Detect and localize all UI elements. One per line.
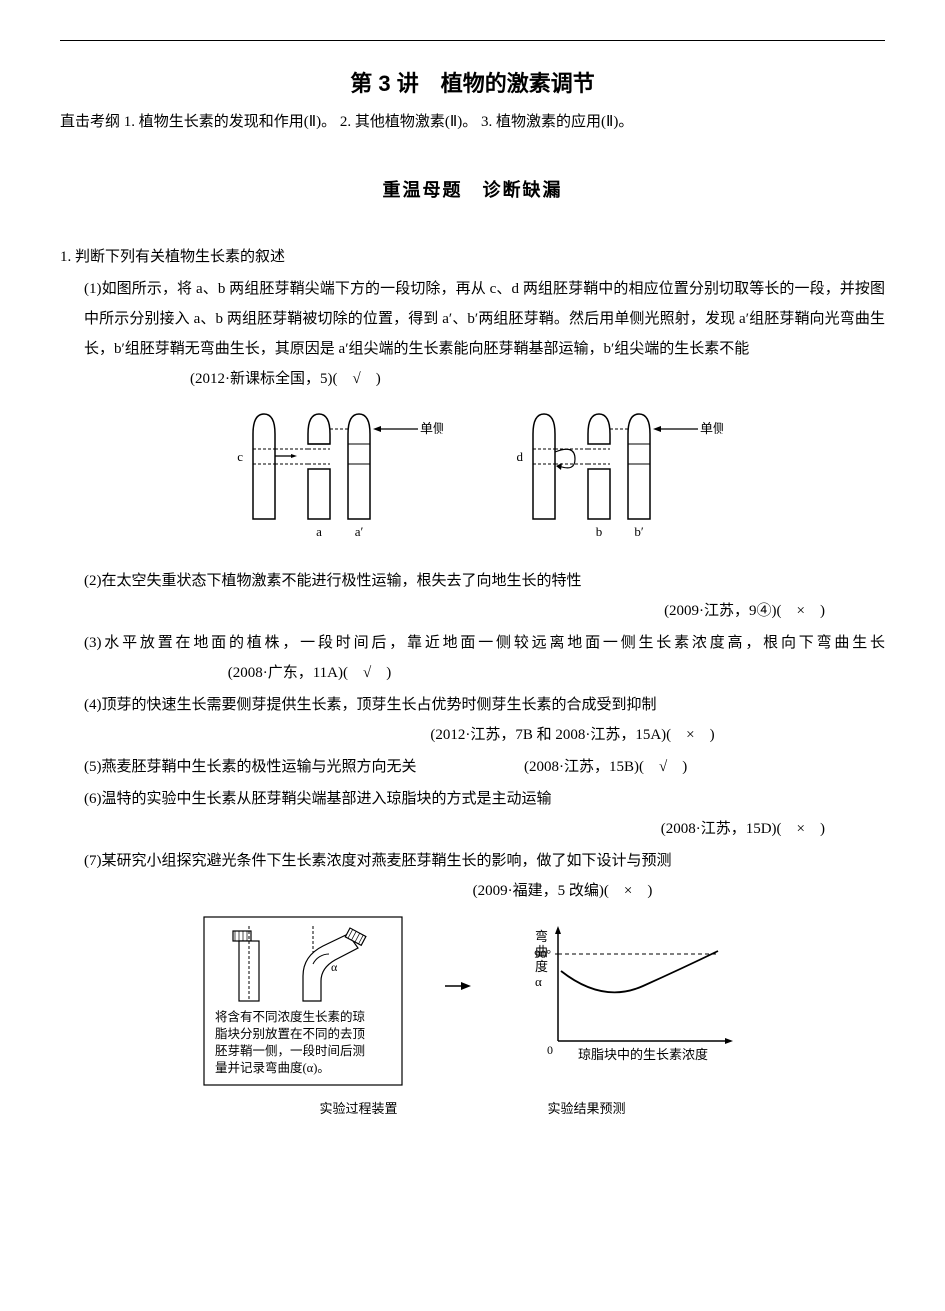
sub-question-6-citation: (2008·江苏，15D)( × ) [60, 814, 885, 844]
fig1-label-bprime: b′ [634, 524, 644, 539]
figure-1-left: c a a′ 单侧光 [223, 404, 443, 554]
fig2-ytick-90: 90° [534, 947, 551, 961]
figure-2-captions: 实验过程装置 实验结果预测 [60, 1098, 885, 1117]
figure-2-arrow [443, 916, 473, 1086]
fig1-left-light-label: 单侧光 [420, 421, 443, 436]
sub-question-2: (2)在太空失重状态下植物激素不能进行极性运输，根失去了向地生长的特性 [60, 566, 885, 596]
sub-question-3-text: (3)水平放置在地面的植株，一段时间后，靠近地面一侧较远离地面一侧生长素浓度高，… [84, 635, 885, 651]
sub-question-2-text: (2)在太空失重状态下植物激素不能进行极性运输，根失去了向地生长的特性 [84, 573, 582, 589]
fig2-box-text-1: 将含有不同浓度生长素的琼 [215, 1009, 365, 1024]
fig1-label-aprime: a′ [354, 524, 363, 539]
sub-question-3: (3)水平放置在地面的植株，一段时间后，靠近地面一侧较远离地面一侧生长素浓度高，… [60, 628, 885, 688]
fig2-ylabel-4: α [535, 974, 542, 989]
figure-2-row: α 将含有不同浓度生长素的琼 脂块分别放置在不同的去顶 胚芽鞘一侧，一段时间后测… [60, 916, 885, 1086]
fig2-origin: 0 [547, 1043, 553, 1057]
fig1-label-b: b [595, 524, 602, 539]
question-1-stem: 1. 判断下列有关植物生长素的叙述 [60, 242, 885, 272]
figure-2-graph: 弯 曲 度 α 90° 0 琼脂块中的生长素浓度 [513, 916, 743, 1086]
fig2-box-text-2: 脂块分别放置在不同的去顶 [215, 1026, 366, 1041]
top-rule [60, 40, 885, 41]
fig2-caption-right: 实验结果预测 [548, 1098, 626, 1117]
sub-question-1: (1)如图所示，将 a、b 两组胚芽鞘尖端下方的一段切除，再从 c、d 两组胚芽… [60, 274, 885, 364]
fig2-ylabel-1: 弯 [535, 929, 548, 944]
sub-question-4: (4)顶芽的快速生长需要侧芽提供生长素，顶芽生长占优势时侧芽生长素的合成受到抑制 [60, 690, 885, 720]
sub-question-5: (5)燕麦胚芽鞘中生长素的极性运输与光照方向无关 (2008·江苏，15B)( … [60, 752, 885, 782]
sub-question-3-citation: (2008·广东，11A)( √ ) [228, 665, 392, 681]
fig1-label-a: a [316, 524, 322, 539]
fig2-caption-left: 实验过程装置 [319, 1098, 397, 1117]
sub-question-7-citation: (2009·福建，5 改编)( × ) [60, 876, 885, 906]
fig1-right-light-label: 单侧光 [700, 421, 723, 436]
sub-question-5-citation: (2008·江苏，15B)( √ ) [524, 759, 687, 775]
sub-question-2-citation: (2009·江苏，9④)( × ) [60, 596, 885, 626]
figure-2-apparatus: α 将含有不同浓度生长素的琼 脂块分别放置在不同的去顶 胚芽鞘一侧，一段时间后测… [203, 916, 403, 1086]
outline-text: 直击考纲 1. 植物生长素的发现和作用(Ⅱ)。 2. 其他植物激素(Ⅱ)。 3.… [60, 110, 885, 136]
fig2-xlabel: 琼脂块中的生长素浓度 [577, 1047, 707, 1062]
fig2-box-text-4: 量并记录弯曲度(α)。 [215, 1060, 330, 1075]
page-title: 第 3 讲 植物的激素调节 [60, 66, 885, 98]
figure-1-row: c a a′ 单侧光 [60, 404, 885, 554]
sub-question-5-text: (5)燕麦胚芽鞘中生长素的极性运输与光照方向无关 [84, 759, 417, 775]
fig2-ylabel-3: 度 [535, 959, 548, 974]
sub-question-7: (7)某研究小组探究避光条件下生长素浓度对燕麦胚芽鞘生长的影响，做了如下设计与预… [60, 846, 885, 876]
fig2-box-text-3: 胚芽鞘一侧，一段时间后测 [215, 1043, 365, 1058]
fig1-label-d: d [516, 449, 523, 464]
sub-question-6: (6)温特的实验中生长素从胚芽鞘尖端基部进入琼脂块的方式是主动运输 [60, 784, 885, 814]
sub-question-4-citation: (2012·江苏，7B 和 2008·江苏，15A)( × ) [60, 720, 885, 750]
fig2-alpha-label: α [331, 960, 338, 974]
figure-1-right: d b b′ 单侧光 [503, 404, 723, 554]
sub-question-1-citation: (2012·新课标全国，5)( √ ) [60, 364, 885, 394]
section-title: 重温母题 诊断缺漏 [60, 176, 885, 202]
fig1-label-c: c [237, 449, 243, 464]
